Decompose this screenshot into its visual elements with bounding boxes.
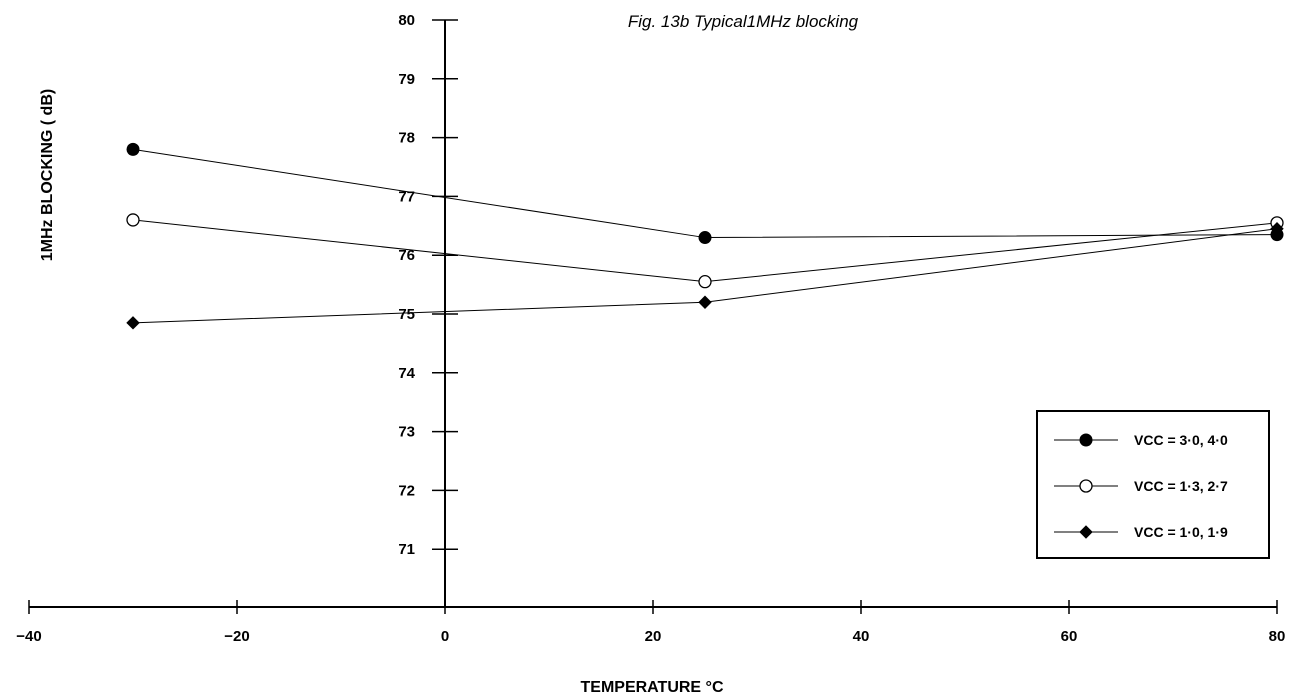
y-tick-label: 73 [398, 424, 415, 441]
y-tick-label: 78 [398, 130, 415, 147]
chart-title: Fig. 13b Typical1MHz blocking [628, 12, 859, 31]
legend-marker [1079, 525, 1093, 539]
series-markers [126, 142, 1284, 330]
y-tick-label: 75 [398, 306, 415, 323]
series-line-1 [132, 148, 1278, 239]
series-1-point [698, 231, 712, 245]
legend: VCC = 3·0, 4·0 VCC = 1·3, 2·7 VCC = 1·0, 1… [1036, 410, 1270, 559]
legend-label: VCC = 1·0, 1·9 [1134, 524, 1228, 540]
series-3-point [126, 316, 140, 330]
legend-label: VCC = 3·0, 4·0 [1134, 432, 1228, 448]
y-tick-label: 80 [398, 12, 415, 29]
y-axis-title: 1MHz BLOCKING ( dB) [39, 89, 56, 261]
x-tick-label: 60 [1061, 628, 1078, 645]
y-tick-label: 79 [398, 71, 415, 88]
x-tick-label: 0 [441, 628, 449, 645]
x-axis-title: TEMPERATURE °C [581, 679, 724, 696]
series-2-point [126, 213, 140, 227]
series-3-point [1270, 222, 1284, 236]
y-tick-label: 72 [398, 482, 415, 499]
y-tick-label: 74 [398, 365, 415, 382]
series-1-point [126, 142, 140, 156]
legend-box [1036, 410, 1270, 559]
series-2-point [698, 275, 712, 289]
x-tick-label: −20 [224, 628, 249, 645]
x-tick-label: 20 [645, 628, 662, 645]
legend-label: VCC = 1·3, 2·7 [1134, 478, 1228, 494]
x-tick-label: 80 [1269, 628, 1286, 645]
x-tick-label: −40 [16, 628, 41, 645]
x-tick-label: 40 [853, 628, 870, 645]
series-3-point [698, 295, 712, 309]
y-tick-label: 76 [398, 247, 415, 264]
legend-marker [1079, 479, 1093, 493]
y-tick-label: 71 [398, 541, 415, 558]
legend-marker [1079, 433, 1093, 447]
